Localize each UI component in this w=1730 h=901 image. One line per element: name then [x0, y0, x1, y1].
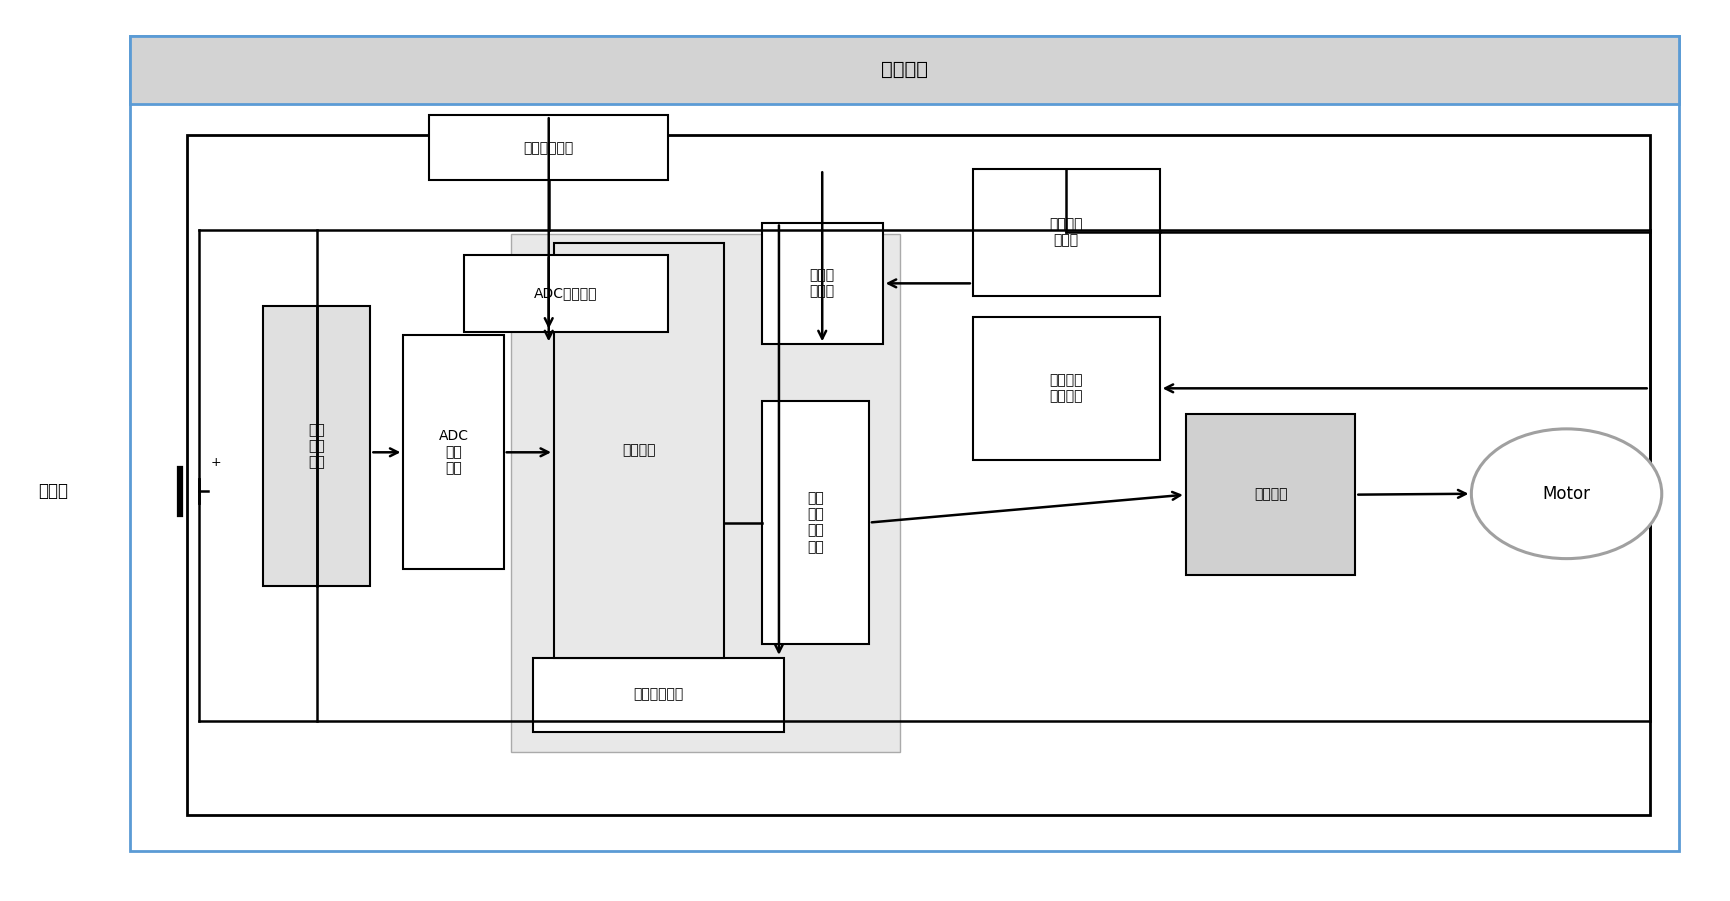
FancyBboxPatch shape: [972, 317, 1159, 460]
Text: 控制芯片: 控制芯片: [621, 443, 656, 458]
Text: Motor: Motor: [1541, 485, 1590, 503]
Text: ADC
转换
模块: ADC 转换 模块: [438, 429, 469, 476]
FancyBboxPatch shape: [1185, 414, 1355, 575]
Text: 电机测
速模块: 电机测 速模块: [810, 268, 834, 298]
FancyBboxPatch shape: [187, 135, 1649, 815]
Text: 电控单元: 电控单元: [881, 60, 927, 79]
Text: 梯度控制算法: 梯度控制算法: [633, 687, 683, 702]
FancyBboxPatch shape: [429, 115, 668, 180]
FancyBboxPatch shape: [464, 255, 668, 332]
FancyBboxPatch shape: [403, 335, 503, 569]
Text: 电机传感
器模块: 电机传感 器模块: [1048, 217, 1083, 248]
FancyBboxPatch shape: [972, 169, 1159, 296]
FancyBboxPatch shape: [761, 223, 882, 344]
FancyBboxPatch shape: [510, 234, 900, 752]
Text: 电池包: 电池包: [38, 482, 67, 500]
Text: 电流采样电路: 电流采样电路: [522, 141, 574, 155]
Text: +: +: [211, 456, 221, 469]
Text: 功率模块
采样电路: 功率模块 采样电路: [1048, 373, 1083, 404]
FancyBboxPatch shape: [554, 243, 723, 658]
FancyBboxPatch shape: [130, 36, 1678, 104]
FancyBboxPatch shape: [533, 658, 784, 732]
FancyBboxPatch shape: [761, 401, 868, 644]
Text: 电压
采样
电路: 电压 采样 电路: [308, 423, 325, 469]
Ellipse shape: [1470, 429, 1661, 559]
Text: ADC转换模块: ADC转换模块: [535, 287, 597, 300]
Text: 功率模块: 功率模块: [1253, 487, 1287, 502]
FancyBboxPatch shape: [130, 36, 1678, 851]
FancyBboxPatch shape: [263, 306, 370, 586]
Text: 电机
转速
控制
模块: 电机 转速 控制 模块: [806, 491, 823, 554]
